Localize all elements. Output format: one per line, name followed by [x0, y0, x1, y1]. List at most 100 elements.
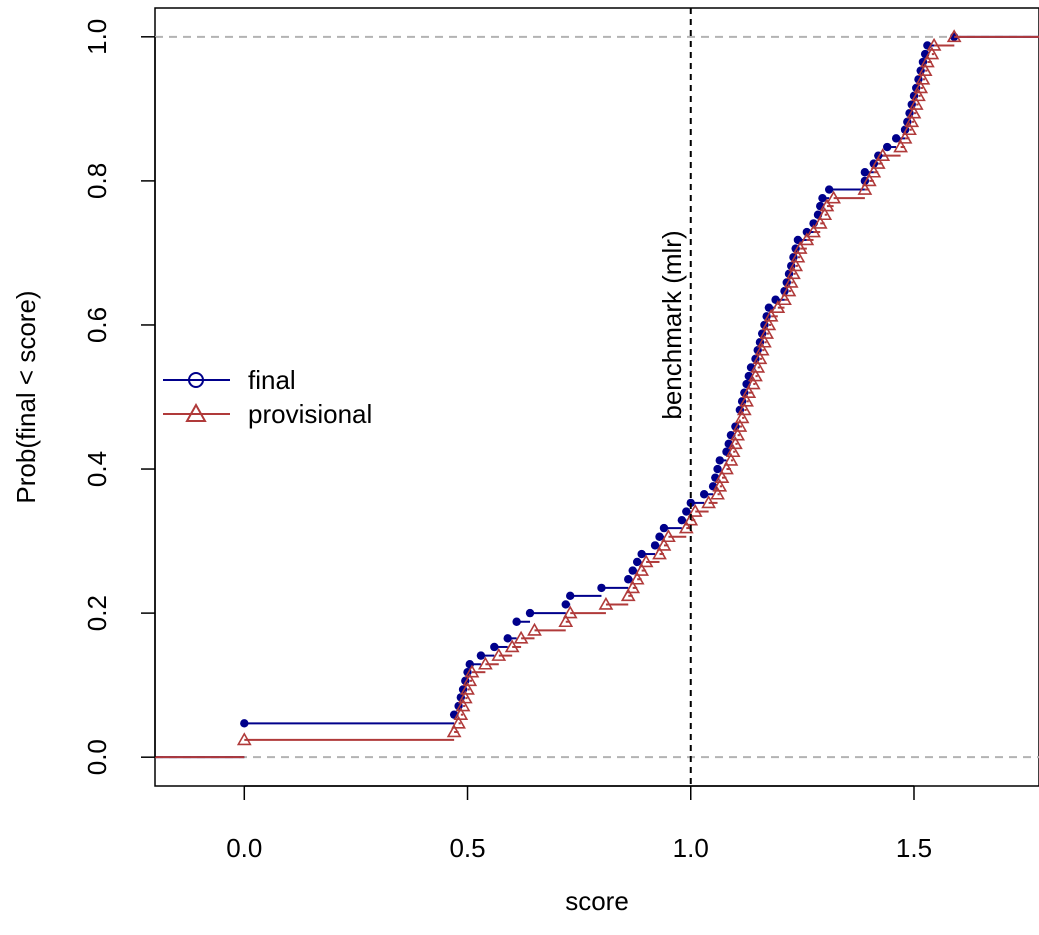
data-point [748, 368, 763, 382]
data-point [513, 630, 529, 644]
data-point [491, 648, 507, 661]
data-point [503, 634, 512, 643]
data-point [908, 96, 924, 110]
data-point [734, 410, 750, 424]
x-tick-label: 0.0 [226, 833, 262, 863]
data-point [891, 134, 901, 143]
data-point [699, 490, 709, 499]
data-point [824, 185, 834, 194]
data-point [826, 190, 842, 204]
data-point [561, 600, 570, 609]
data-point [792, 240, 808, 254]
data-point [566, 591, 575, 601]
data-point [752, 351, 768, 365]
data-point [527, 622, 542, 636]
data-point [870, 155, 886, 169]
series-provisional [155, 29, 1039, 759]
data-point [857, 181, 873, 195]
data-point [446, 724, 462, 738]
data-point [597, 583, 606, 593]
data-point [701, 495, 716, 509]
data-point [757, 334, 772, 348]
data-point [650, 541, 660, 550]
data-point [788, 258, 804, 272]
data-point [904, 114, 920, 128]
legend-label-provisional: provisional [248, 399, 372, 429]
y-tick-label: 1.0 [82, 19, 112, 55]
data-point [455, 698, 471, 712]
data-point [732, 418, 748, 432]
data-point [883, 142, 892, 152]
data-point [902, 122, 917, 136]
legend-marker-provisional [185, 402, 207, 422]
data-point [799, 232, 815, 246]
data-point [632, 557, 642, 567]
data-point [683, 512, 699, 526]
data-point [770, 300, 786, 313]
data-point [818, 193, 827, 203]
benchmark-line: benchmark (mlr) [657, 8, 692, 786]
data-point [620, 588, 636, 602]
data-point [946, 29, 962, 43]
data-point [628, 566, 637, 575]
legend: final provisional [163, 365, 372, 429]
data-point [562, 605, 578, 619]
data-point [464, 664, 480, 678]
data-point [736, 402, 752, 416]
data-point [777, 292, 792, 306]
data-point [754, 342, 770, 356]
y-tick-label: 0.8 [82, 163, 112, 199]
data-point [790, 249, 806, 263]
data-point [504, 639, 520, 653]
legend-marker-final [188, 372, 204, 388]
x-tick-label: 1.0 [673, 833, 709, 863]
data-point [745, 376, 761, 390]
data-point [451, 715, 466, 729]
data-point [911, 88, 926, 102]
data-point [710, 486, 725, 500]
x-tick-label: 0.5 [449, 833, 485, 863]
data-point [478, 656, 493, 670]
data-point [512, 617, 521, 626]
data-point [240, 719, 249, 728]
data-point [783, 274, 799, 288]
data-point [924, 46, 940, 60]
data-point [761, 317, 777, 331]
data-point [926, 37, 942, 51]
data-point [655, 532, 664, 541]
plot-area: benchmark (mlr) [154, 7, 1039, 787]
data-point [866, 164, 882, 178]
x-axis: 0.0 0.5 1.0 1.5 [226, 785, 932, 863]
data-point [860, 168, 870, 177]
data-point [624, 575, 633, 584]
data-point [659, 523, 669, 533]
data-point [917, 63, 933, 76]
data-point [715, 456, 724, 465]
data-point [236, 732, 252, 746]
data-point [713, 464, 722, 474]
data-point [725, 444, 741, 458]
y-axis: 0.0 0.2 0.4 0.6 0.8 1.0 [82, 19, 156, 775]
y-tick-label: 0.4 [82, 451, 112, 487]
data-point [913, 80, 929, 94]
y-tick-label: 0.2 [82, 595, 112, 631]
data-point [741, 385, 757, 398]
data-point [687, 503, 703, 517]
data-point [819, 198, 835, 212]
series-layer [155, 29, 1039, 759]
data-point [897, 130, 913, 144]
data-point [682, 507, 691, 516]
data-point [875, 148, 891, 161]
data-point [525, 608, 535, 618]
data-point [763, 308, 779, 322]
data-point [677, 515, 687, 525]
data-point [476, 651, 486, 660]
data-point [728, 436, 743, 450]
benchmark-label: benchmark (mlr) [657, 230, 687, 419]
data-point [817, 207, 833, 221]
data-point [920, 54, 935, 68]
data-point [638, 554, 654, 568]
x-tick-label: 1.5 [896, 833, 932, 863]
data-point [661, 529, 676, 543]
